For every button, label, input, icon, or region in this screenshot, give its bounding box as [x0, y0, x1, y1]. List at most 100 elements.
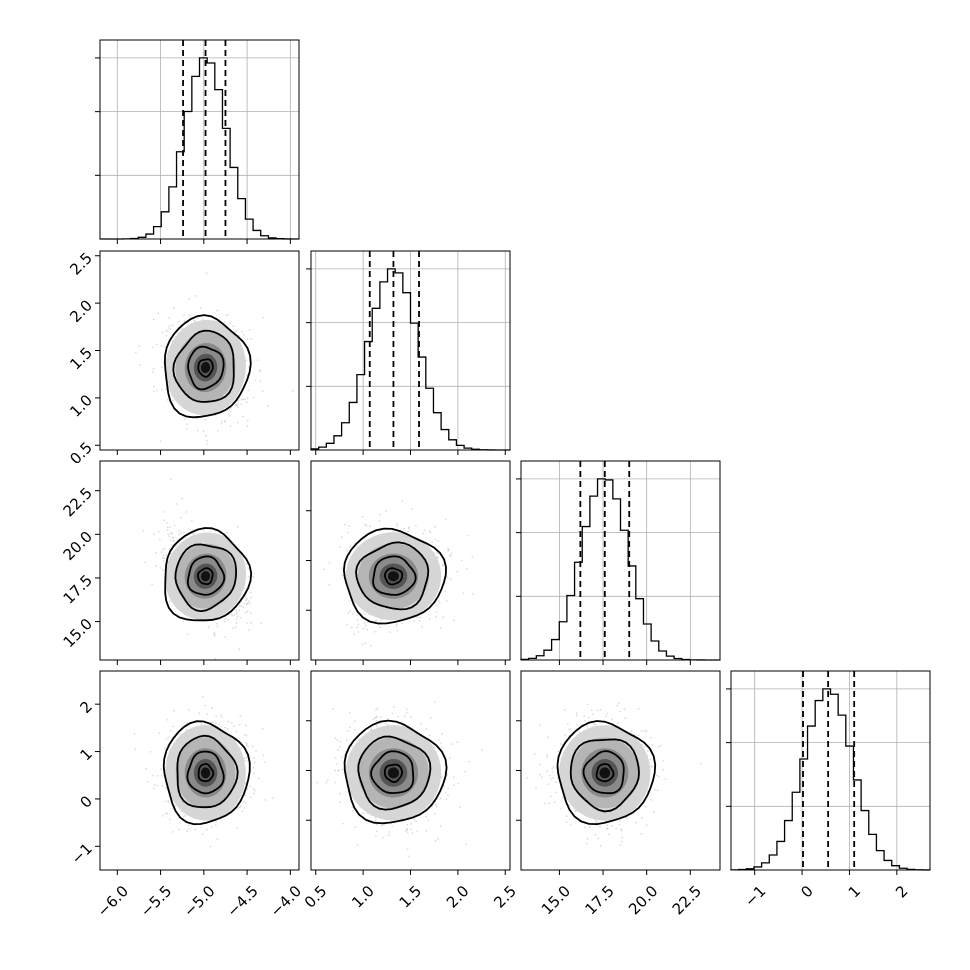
scatter-point — [349, 600, 351, 603]
scatter-point — [219, 714, 222, 717]
scatter-point — [193, 319, 196, 322]
scatter-point — [375, 830, 378, 833]
scatter-point — [596, 820, 599, 823]
scatter-point — [237, 399, 240, 402]
scatter-point — [418, 619, 421, 622]
scatter-point — [216, 838, 219, 840]
scatter-point — [406, 848, 409, 851]
scatter-point — [173, 524, 176, 527]
scatter-point — [471, 592, 474, 595]
scatter-point — [620, 829, 623, 832]
scatter-point — [202, 318, 205, 321]
scatter-point — [187, 528, 190, 531]
scatter-point — [444, 590, 446, 593]
scatter-point — [204, 418, 207, 421]
scatter-panel-4-2 — [306, 670, 511, 875]
scatter-point — [406, 823, 409, 826]
scatter-point — [180, 810, 182, 813]
contour-line-0 — [343, 719, 448, 825]
scatter-point — [425, 830, 428, 832]
scatter-point — [243, 733, 246, 736]
scatter-point — [447, 548, 450, 551]
scatter-point — [447, 787, 450, 790]
scatter-point — [174, 805, 177, 807]
scatter-point — [363, 622, 366, 625]
scatter-point — [421, 625, 423, 628]
scatter-point — [334, 757, 337, 760]
scatter-point — [224, 419, 227, 422]
scatter-point — [139, 363, 141, 366]
scatter-point — [346, 549, 349, 552]
scatter-point — [160, 344, 162, 347]
scatter-point — [193, 532, 196, 535]
scatter-point — [186, 633, 189, 636]
scatter-point — [228, 414, 231, 417]
scatter-point — [437, 838, 440, 840]
scatter-point — [160, 768, 163, 771]
scatter-point — [349, 711, 351, 714]
scatter-point — [168, 535, 171, 538]
scatter-point — [162, 568, 164, 571]
scatter-point — [339, 740, 342, 743]
scatter-point — [405, 708, 408, 711]
scatter-point — [170, 729, 172, 732]
scatter-point — [401, 721, 403, 723]
scatter-point — [419, 722, 422, 725]
scatter-point — [246, 610, 249, 613]
scatter-point — [369, 728, 372, 731]
scatter-point — [395, 625, 398, 627]
scatter-point — [634, 821, 637, 824]
scatter-point — [253, 761, 256, 764]
scatter-point — [236, 807, 239, 810]
scatter-point — [345, 739, 348, 742]
scatter-point — [173, 709, 176, 712]
histogram-step — [99, 57, 300, 240]
scatter-point — [356, 626, 358, 629]
y-tick-label: 2.0 — [66, 296, 96, 326]
scatter-point — [258, 370, 261, 372]
scatter-point — [248, 602, 251, 605]
scatter-point — [166, 718, 169, 721]
scatter-point — [441, 732, 444, 735]
scatter-point — [607, 833, 610, 836]
scatter-point — [186, 423, 189, 426]
scatter-point — [461, 559, 463, 562]
scatter-point — [235, 404, 238, 407]
scatter-point — [242, 398, 245, 401]
scatter-point — [349, 610, 352, 613]
scatter-point — [145, 767, 147, 770]
scatter-point — [249, 612, 252, 614]
scatter-point — [352, 809, 354, 812]
scatter-point — [160, 389, 163, 391]
scatter-point — [172, 537, 175, 539]
scatter-point — [161, 774, 163, 777]
scatter-point — [363, 613, 366, 616]
scatter-point — [243, 602, 246, 605]
scatter-point — [463, 770, 466, 773]
scatter-point — [169, 325, 171, 327]
scatter-point — [339, 792, 342, 795]
scatter-point — [178, 533, 180, 536]
scatter-point — [217, 429, 219, 432]
scatter-point — [239, 805, 242, 808]
scatter-point — [165, 553, 168, 556]
scatter-point — [157, 530, 160, 533]
scatter-point — [194, 828, 197, 831]
scatter-point — [375, 716, 378, 719]
scatter-point — [431, 805, 433, 808]
scatter-point — [339, 801, 342, 803]
scatter-point — [255, 750, 257, 753]
scatter-point — [375, 619, 378, 622]
scatter-point — [653, 788, 656, 791]
scatter-point — [245, 802, 247, 805]
scatter-point — [228, 322, 231, 325]
scatter-point — [235, 329, 238, 332]
contour-line-2 — [187, 555, 226, 596]
scatter-point — [238, 806, 241, 809]
scatter-point — [343, 523, 346, 526]
scatter-point — [171, 399, 174, 402]
scatter-point — [230, 613, 233, 616]
scatter-point — [396, 623, 398, 626]
scatter-point — [226, 619, 229, 621]
scatter-point — [323, 568, 326, 571]
